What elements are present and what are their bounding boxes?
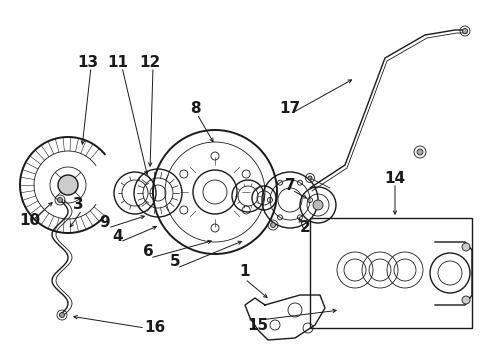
- Text: 14: 14: [385, 171, 406, 185]
- Text: 13: 13: [77, 54, 98, 69]
- Text: 6: 6: [143, 244, 153, 260]
- Text: 12: 12: [139, 54, 161, 69]
- Text: 17: 17: [279, 100, 300, 116]
- Circle shape: [58, 175, 78, 195]
- Text: 11: 11: [107, 54, 128, 69]
- Text: 5: 5: [170, 255, 180, 270]
- Text: 16: 16: [145, 320, 166, 336]
- Text: 9: 9: [99, 215, 110, 230]
- Circle shape: [57, 198, 63, 202]
- Text: 8: 8: [190, 100, 200, 116]
- Circle shape: [462, 243, 470, 251]
- Bar: [310, 218, 472, 328]
- Circle shape: [270, 222, 275, 228]
- Text: 3: 3: [73, 197, 83, 212]
- Circle shape: [417, 149, 423, 155]
- Text: 7: 7: [285, 177, 295, 193]
- Text: 15: 15: [247, 318, 269, 333]
- Circle shape: [462, 296, 470, 304]
- Text: 4: 4: [113, 229, 123, 243]
- Text: 10: 10: [20, 212, 41, 228]
- Text: 2: 2: [299, 220, 310, 234]
- Circle shape: [308, 176, 312, 180]
- Circle shape: [313, 200, 323, 210]
- Text: 1: 1: [240, 265, 250, 279]
- Circle shape: [463, 28, 467, 33]
- Circle shape: [59, 312, 65, 318]
